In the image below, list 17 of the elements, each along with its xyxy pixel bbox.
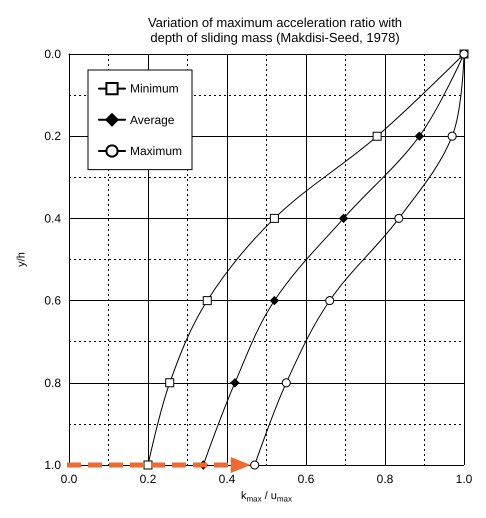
x-tick-label: 0.2 xyxy=(140,472,157,486)
chart-title: Variation of maximum acceleration ratio with depth of sliding mass (Makdisi-Seed, 1978) xyxy=(148,15,402,45)
x-tick-label: 0.4 xyxy=(218,472,236,486)
y-tick-label: 1.0 xyxy=(44,458,62,472)
y-axis-title: y/h xyxy=(16,252,28,267)
y-tick-label: 0.4 xyxy=(44,211,62,226)
legend-label: Maximum xyxy=(130,144,182,158)
y-tick-label: 0.2 xyxy=(44,129,62,144)
x-tick-label: 0.8 xyxy=(376,472,394,486)
legend-label: Average xyxy=(130,112,175,127)
y-tick-label: 0.0 xyxy=(44,47,62,61)
y-tick-label: 0.8 xyxy=(44,376,62,390)
x-tick-label: 0.6 xyxy=(298,472,315,486)
legend-label: Minimum xyxy=(130,82,179,96)
x-tick-label: 0.0 xyxy=(60,472,78,486)
x-tick-label: 1.0 xyxy=(456,472,473,486)
y-tick-label: 0.6 xyxy=(44,294,62,308)
